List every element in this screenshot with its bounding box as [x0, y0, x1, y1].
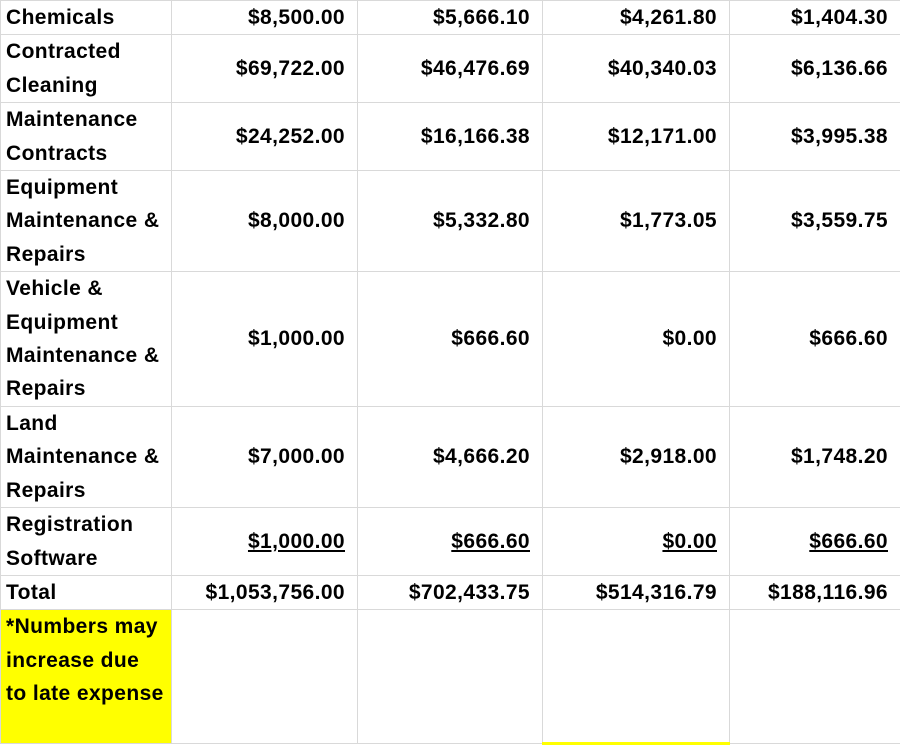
note-row: *Numbers may increase due to late expens…	[1, 610, 900, 744]
value-cell[interactable]: $8,000.00	[172, 171, 358, 272]
row-label[interactable]: Contracted Cleaning	[1, 35, 172, 103]
empty-cell[interactable]	[358, 610, 543, 744]
cell-value: $3,995.38	[791, 125, 888, 148]
empty-cell[interactable]	[543, 610, 730, 744]
cell-value: $666.60	[809, 530, 888, 553]
row-label[interactable]: Chemicals	[1, 1, 172, 35]
cell-value: $702,433.75	[409, 581, 530, 604]
cell-value: $0.00	[662, 327, 717, 350]
value-cell[interactable]: $4,261.80	[543, 1, 730, 35]
row-label[interactable]: Vehicle & Equipment Maintenance & Repair…	[1, 272, 172, 407]
cell-value: $40,340.03	[608, 57, 717, 80]
value-cell[interactable]: $666.60	[730, 508, 900, 576]
cell-value: $4,261.80	[620, 6, 717, 29]
value-cell[interactable]: $2,918.00	[543, 406, 730, 507]
cell-value: $1,773.05	[620, 209, 717, 232]
value-cell[interactable]: $6,136.66	[730, 35, 900, 103]
empty-cell[interactable]	[730, 610, 900, 744]
cell-value: $1,000.00	[248, 530, 345, 553]
value-cell[interactable]: $1,748.20	[730, 406, 900, 507]
cell-value: $4,666.20	[433, 445, 530, 468]
value-cell[interactable]: $69,722.00	[172, 35, 358, 103]
value-cell[interactable]: $1,404.30	[730, 1, 900, 35]
value-cell[interactable]: $514,316.79	[543, 575, 730, 609]
value-cell[interactable]: $3,995.38	[730, 103, 900, 171]
cell-value: $666.60	[451, 327, 530, 350]
value-cell[interactable]: $1,000.00	[172, 272, 358, 407]
row-label[interactable]: Total	[1, 575, 172, 609]
cell-value: $3,559.75	[791, 209, 888, 232]
table-row: Land Maintenance & Repairs $7,000.00 $4,66…	[1, 406, 900, 507]
cell-value: $514,316.79	[596, 581, 717, 604]
cell-value: $188,116.96	[768, 581, 888, 604]
note-cell[interactable]: *Numbers may increase due to late expens…	[1, 610, 172, 744]
cell-value: $1,748.20	[791, 445, 888, 468]
cell-value: $69,722.00	[236, 57, 345, 80]
cell-value: $666.60	[451, 530, 530, 553]
table-row: Vehicle & Equipment Maintenance & Repair…	[1, 272, 900, 407]
cell-value: $8,000.00	[248, 209, 345, 232]
value-cell[interactable]: $16,166.38	[358, 103, 543, 171]
value-cell[interactable]: $5,332.80	[358, 171, 543, 272]
cell-value: $1,000.00	[248, 327, 345, 350]
table-row: Chemicals $8,500.00 $5,666.10 $4,261.80 $1,4…	[1, 1, 900, 35]
table-row: Contracted Cleaning $69,722.00 $46,476.69 $…	[1, 35, 900, 103]
value-cell[interactable]: $666.60	[358, 508, 543, 576]
cell-value: $7,000.00	[248, 445, 345, 468]
value-cell[interactable]: $4,666.20	[358, 406, 543, 507]
value-cell[interactable]: $40,340.03	[543, 35, 730, 103]
value-cell[interactable]: $3,559.75	[730, 171, 900, 272]
value-cell[interactable]: $5,666.10	[358, 1, 543, 35]
value-cell[interactable]: $666.60	[730, 272, 900, 407]
value-cell[interactable]: $1,773.05	[543, 171, 730, 272]
row-label[interactable]: Land Maintenance & Repairs	[1, 406, 172, 507]
cell-value: $5,666.10	[433, 6, 530, 29]
value-cell[interactable]: $24,252.00	[172, 103, 358, 171]
row-label[interactable]: Equipment Maintenance & Repairs	[1, 171, 172, 272]
row-label[interactable]: Registration Software	[1, 508, 172, 576]
cell-value: $8,500.00	[248, 6, 345, 29]
value-cell[interactable]: $666.60	[358, 272, 543, 407]
cell-value: $24,252.00	[236, 125, 345, 148]
table-row: Equipment Maintenance & Repairs $8,000.00…	[1, 171, 900, 272]
cell-value: $16,166.38	[421, 125, 530, 148]
table-row: Registration Software $1,000.00 $666.60 $0.…	[1, 508, 900, 576]
cell-value: $1,053,756.00	[206, 581, 346, 604]
table-row: Maintenance Contracts $24,252.00 $16,166.3…	[1, 103, 900, 171]
cell-value: $6,136.66	[791, 57, 888, 80]
row-label[interactable]: Maintenance Contracts	[1, 103, 172, 171]
value-cell[interactable]: $8,500.00	[172, 1, 358, 35]
value-cell[interactable]: $1,000.00	[172, 508, 358, 576]
value-cell[interactable]: $702,433.75	[358, 575, 543, 609]
cell-value: $0.00	[662, 530, 717, 553]
value-cell[interactable]: $188,116.96	[730, 575, 900, 609]
value-cell[interactable]: $12,171.00	[543, 103, 730, 171]
value-cell[interactable]: $0.00	[543, 272, 730, 407]
cell-value: $2,918.00	[620, 445, 717, 468]
empty-cell[interactable]	[172, 610, 358, 744]
cell-value: $12,171.00	[608, 125, 717, 148]
value-cell[interactable]: $46,476.69	[358, 35, 543, 103]
cell-value: $46,476.69	[421, 57, 530, 80]
cell-value: $5,332.80	[433, 209, 530, 232]
table-row: Total $1,053,756.00 $702,433.75 $514,316.79…	[1, 575, 900, 609]
value-cell[interactable]: $0.00	[543, 508, 730, 576]
cell-value: $1,404.30	[791, 6, 888, 29]
value-cell[interactable]: $7,000.00	[172, 406, 358, 507]
cell-value: $666.60	[809, 327, 888, 350]
value-cell[interactable]: $1,053,756.00	[172, 575, 358, 609]
